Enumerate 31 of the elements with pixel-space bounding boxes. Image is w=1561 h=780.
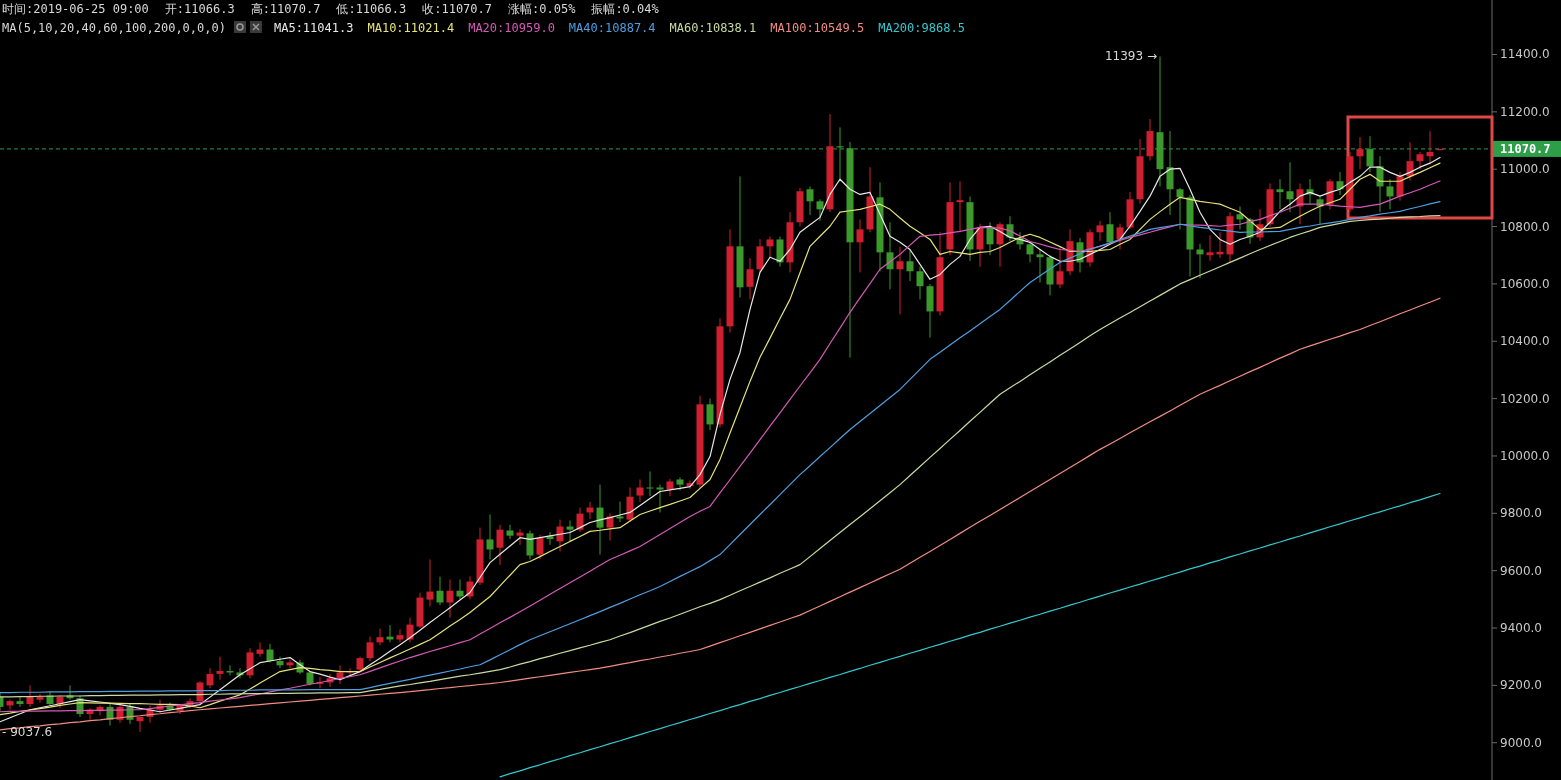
text: MA5:11041.3 [273,21,354,35]
y-tick-label: 9400.0 [1500,621,1542,636]
y-tick-label: 10400.0 [1500,334,1550,349]
y-tick-label: 10600.0 [1500,276,1550,291]
y-tick-label: 11200.0 [1500,104,1550,119]
annotation: 收:11070.7 [422,2,493,16]
text: MA10:11021.4 [367,21,455,35]
y-tick-label: 10000.0 [1500,448,1550,463]
y-tick-label: 9200.0 [1500,678,1542,693]
y-tick-label: 9000.0 [1500,735,1542,750]
annotation: 开:11066.3 [164,2,235,16]
y-tick-label: 11000.0 [1500,162,1550,177]
y-tick-label: 9600.0 [1500,563,1542,578]
annotation: 时间:2019-06-25 09:00 [2,2,149,16]
text: MA40:10887.4 [568,21,656,35]
text: MA200:9868.5 [878,21,965,35]
y-tick-label: 9800.0 [1500,506,1542,521]
y-tick-label: 10800.0 [1500,219,1550,234]
annotation: 11393 → [1104,49,1157,64]
text: MA100:10549.5 [770,21,865,35]
y-tick-label: 11400.0 [1500,47,1550,62]
y-tick-label: 10200.0 [1500,391,1550,406]
text: MA60:10838.1 [669,21,757,35]
annotation: 振幅:0.04% [591,2,660,16]
text: MA20:10959.0 [468,21,555,35]
annotation: - 9037.6 [2,724,53,739]
annotation: 涨幅:0.05% [508,2,577,16]
legend-title: MA(5,10,20,40,60,100,200,0,0,0) [2,21,226,35]
annotation: 高:11070.7 [250,2,321,16]
annotation: 低:11066.3 [336,2,407,16]
ref-line-label: 11070.7 [1500,142,1551,157]
